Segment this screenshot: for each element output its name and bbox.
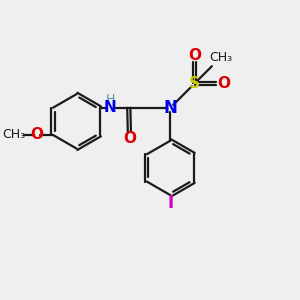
Text: O: O: [217, 76, 230, 91]
Text: O: O: [123, 131, 136, 146]
Text: N: N: [104, 100, 116, 115]
Text: CH₃: CH₃: [209, 50, 232, 64]
Text: CH₃: CH₃: [3, 128, 26, 142]
Text: H: H: [106, 93, 115, 106]
Text: S: S: [189, 76, 200, 91]
Text: O: O: [188, 48, 201, 63]
Text: I: I: [167, 194, 173, 212]
Text: O: O: [31, 128, 44, 142]
Text: N: N: [164, 99, 177, 117]
